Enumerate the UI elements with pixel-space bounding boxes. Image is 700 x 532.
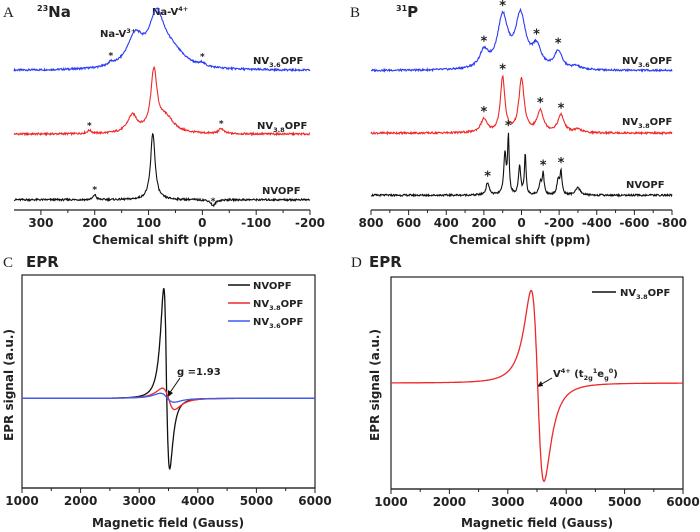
series-label-nvopf: NVOPF xyxy=(262,186,301,197)
panel-a-star-marker: * xyxy=(109,51,114,61)
panel-letter-d: D xyxy=(351,255,362,271)
panel-d-legend: NV3.8OPF xyxy=(592,288,670,301)
legend-label-nv38opf: NV3.8OPF xyxy=(253,299,303,312)
panel-b-star-marker: * xyxy=(537,96,544,111)
panel-a-tick-label: 200 xyxy=(82,216,107,230)
panel-d-ylabel: EPR signal (a.u.) xyxy=(368,329,382,441)
panel-b-star-marker: * xyxy=(484,169,491,184)
annotation-arrow xyxy=(168,377,181,395)
panel-b-star-marker: * xyxy=(480,105,487,120)
panel-b-tick-label: 800 xyxy=(358,216,383,230)
panel-b-series-labels: NV3.6OPF NV3.8OPF NVOPF xyxy=(622,56,672,191)
panel-b-tick-label: -200 xyxy=(544,216,574,230)
panel-c-legend: NVOPF NV3.8OPF NV3.6OPF xyxy=(228,281,303,330)
plot-layer: 300 200 100 0 -100 -200* ** ***800 600 400 200 0 -20… xyxy=(5,0,699,509)
series-label-nv36opf: NV3.6OPF xyxy=(622,56,672,69)
panel-b-star-marker: * xyxy=(540,158,547,173)
panel-d-tick-label: 1000 xyxy=(374,495,407,509)
panel-c-tick-label: 4000 xyxy=(181,494,214,508)
panel-c-title: EPR xyxy=(26,253,59,271)
panel-d-title: EPR xyxy=(369,253,402,271)
panel-a-xlabel: Chemical shift (ppm) xyxy=(92,233,233,247)
panel-a-tick-label: 0 xyxy=(198,216,206,230)
annotation-v4-state: V4+ (t2g1eg0) xyxy=(553,367,618,382)
panel-a-series-line-2 xyxy=(13,132,311,208)
panel-d-tick-label: 3000 xyxy=(491,495,524,509)
panel-letter-a: A xyxy=(3,5,14,21)
panel-b-tick-label: -400 xyxy=(582,216,612,230)
panel-b-star-marker: * xyxy=(480,34,487,49)
panel-a-tick-label: 100 xyxy=(136,216,161,230)
arrowhead-icon xyxy=(168,390,173,397)
panel-a-star-marker: * xyxy=(92,185,97,195)
legend-label-nv36opf: NV3.6OPF xyxy=(253,317,303,330)
panel-a-tick-label: -200 xyxy=(295,216,325,230)
panel-a-star-marker: * xyxy=(200,53,205,63)
panel-c-xlabel: Magnetic field (Gauss) xyxy=(92,516,244,530)
panel-b-series-line-0 xyxy=(370,7,673,73)
panel-a-title: 23Na xyxy=(37,3,71,21)
panel-a-star-marker: * xyxy=(211,197,216,207)
panel-d-xlabel: Magnetic field (Gauss) xyxy=(461,516,613,530)
panel-c-tick-label: 5000 xyxy=(240,494,273,508)
panel-b-star-marker: * xyxy=(533,28,540,43)
panel-b-tick-label: -600 xyxy=(619,216,649,230)
panel-d-tick-label: 2000 xyxy=(433,495,466,509)
panel-b-tick-label: 200 xyxy=(471,216,496,230)
panel-b-tick-label: 400 xyxy=(434,216,459,230)
panel-b-star-marker: * xyxy=(555,37,562,52)
panel-a-star-marker: * xyxy=(87,121,92,131)
panel-b-tick-label: 0 xyxy=(517,216,525,230)
panel-b-star-marker: * xyxy=(499,62,506,77)
panel-b-star-marker: * xyxy=(558,156,565,171)
panel-a-star-marker: * xyxy=(219,119,224,129)
panel-c-series-line-2 xyxy=(22,392,315,403)
series-label-nv38opf: NV3.8OPF xyxy=(257,121,307,134)
panel-a-series-labels: NV3.6OPF NV3.8OPF NVOPF xyxy=(253,56,307,197)
panel-a-series-line-0 xyxy=(13,7,311,73)
series-label-nv36opf: NV3.6OPF xyxy=(253,56,303,69)
panel-b-series-line-2 xyxy=(370,132,673,198)
annotation-na-v3: Na-V3+ xyxy=(100,27,136,40)
annotation-g-value: g =1.93 xyxy=(177,367,221,378)
panel-a-tick-label: 300 xyxy=(28,216,53,230)
panel-b-star-marker: * xyxy=(499,0,506,14)
legend-label-nv38opf: NV3.8OPF xyxy=(620,288,670,301)
panel-b-title: 31P xyxy=(396,3,418,21)
panel-c-tick-label: 6000 xyxy=(298,494,331,508)
legend-label-nvopf: NVOPF xyxy=(253,281,292,292)
panel-c-series-line-0 xyxy=(22,287,315,470)
panel-b-star-marker: * xyxy=(505,119,512,134)
series-label-nv38opf: NV3.8OPF xyxy=(622,117,672,130)
panel-b-xlabel: Chemical shift (ppm) xyxy=(449,233,590,247)
panel-d-series-line-0 xyxy=(391,289,683,483)
panel-a-tick-label: -100 xyxy=(241,216,271,230)
panel-d-tick-label: 6000 xyxy=(666,495,699,509)
panel-c-tick-label: 2000 xyxy=(64,494,97,508)
panel-c-tick-label: 1000 xyxy=(5,494,38,508)
series-label-nvopf: NVOPF xyxy=(626,180,665,191)
panel-d-tick-label: 5000 xyxy=(608,495,641,509)
panel-c-tick-label: 3000 xyxy=(122,494,155,508)
panel-b-star-marker: * xyxy=(558,101,565,116)
annotation-na-v4: Na-V4+ xyxy=(152,5,188,18)
panel-c-ylabel: EPR signal (a.u.) xyxy=(2,329,16,441)
panel-letter-c: C xyxy=(3,255,13,271)
panel-b-tick-label: -800 xyxy=(657,216,687,230)
panel-a-series-line-1 xyxy=(13,65,311,137)
panel-letter-b: B xyxy=(350,5,360,21)
panel-b-tick-label: 600 xyxy=(396,216,421,230)
panel-d-tick-label: 4000 xyxy=(549,495,582,509)
panel-b-series-line-1 xyxy=(370,74,673,136)
arrowhead-icon xyxy=(537,381,543,387)
